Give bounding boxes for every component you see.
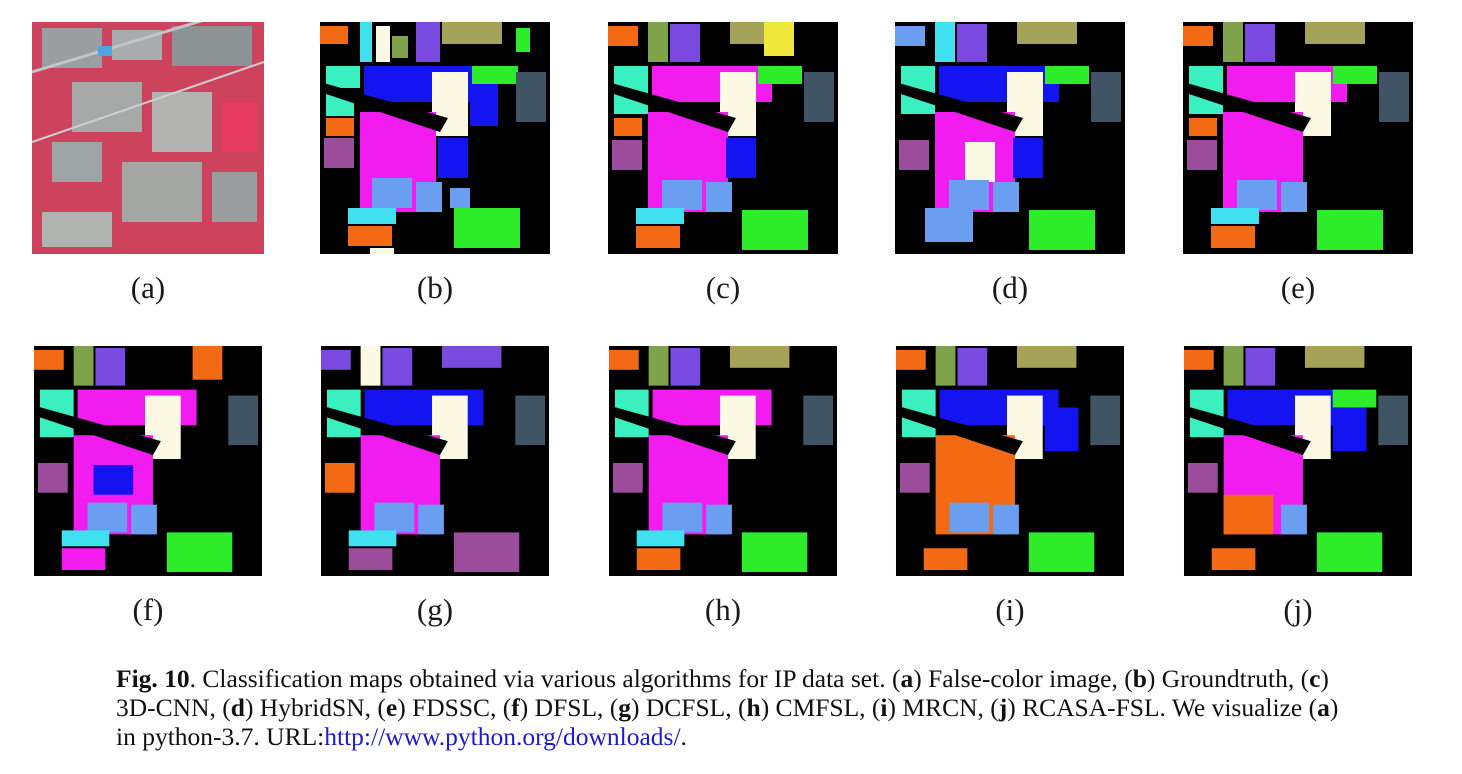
classification-map	[895, 22, 1125, 254]
map-svg	[1183, 22, 1413, 254]
classification-map	[608, 22, 838, 254]
caption-text: ) FDSSC, (	[397, 693, 512, 722]
classification-map	[32, 346, 264, 576]
caption-text: ) RCASA-FSL. We visualize (	[1007, 693, 1318, 722]
panel-label: (g)	[416, 592, 454, 627]
classification-map	[895, 346, 1125, 576]
panel-label: (d)	[991, 270, 1029, 305]
panel-label: (i)	[995, 592, 1025, 627]
classification-map	[1183, 22, 1413, 254]
caption-text: .	[680, 722, 687, 751]
caption-letter: e	[385, 693, 398, 722]
caption-letter: d	[230, 693, 245, 722]
panel-label: (b)	[416, 270, 454, 305]
caption-text: Classification maps obtained via various…	[196, 664, 901, 693]
caption-text: ) MRCN, (	[887, 693, 999, 722]
caption-text: .	[189, 664, 197, 693]
groundtruth-svg	[320, 22, 550, 254]
caption-letter: c	[1309, 664, 1321, 693]
url-link[interactable]: http://www.python.org/downloads/	[324, 722, 681, 751]
caption-text: ) 3D-CNN, (	[116, 664, 1329, 722]
classification-map	[608, 346, 838, 576]
classification-map	[320, 346, 550, 576]
false-color-image	[32, 22, 264, 254]
false-color-svg	[32, 22, 264, 254]
panel-label: (e)	[1280, 270, 1316, 305]
caption-text: ) DFSL, (	[519, 693, 619, 722]
figure-label: Fig. 10	[116, 664, 190, 693]
caption-letter: f	[511, 693, 520, 722]
caption-letter: g	[618, 693, 632, 722]
map-svg	[33, 346, 263, 576]
caption-letter: h	[746, 693, 761, 722]
map-svg	[1183, 346, 1413, 576]
caption-letter: a	[1317, 693, 1330, 722]
panel-label: (a)	[130, 270, 166, 305]
map-svg	[608, 346, 838, 576]
caption-text: ) CMFSL, (	[760, 693, 881, 722]
caption-letter: j	[998, 693, 1008, 722]
panel-label: (c)	[705, 270, 741, 305]
caption-text: ) False-color image, (	[913, 664, 1133, 693]
caption-text: ) HybridSN, (	[244, 693, 386, 722]
classification-map	[1183, 346, 1413, 576]
map-svg	[320, 346, 550, 576]
caption-text: ) in python-3.7. URL:	[116, 693, 1339, 751]
caption-letter: i	[880, 693, 888, 722]
map-svg	[895, 22, 1125, 254]
groundtruth-map	[320, 22, 550, 254]
panel-label: (f)	[132, 592, 164, 627]
caption-letter: a	[900, 664, 914, 693]
caption-letter: b	[1132, 664, 1147, 693]
map-svg	[608, 22, 838, 254]
panel-label: (j)	[1283, 592, 1313, 627]
figure-caption: Fig. 10. Classification maps obtained vi…	[116, 664, 1356, 751]
panel-label: (h)	[704, 592, 742, 627]
map-svg	[895, 346, 1125, 576]
caption-text: ) Groundtruth, (	[1146, 664, 1310, 693]
caption-text: ) DCFSL, (	[631, 693, 747, 722]
